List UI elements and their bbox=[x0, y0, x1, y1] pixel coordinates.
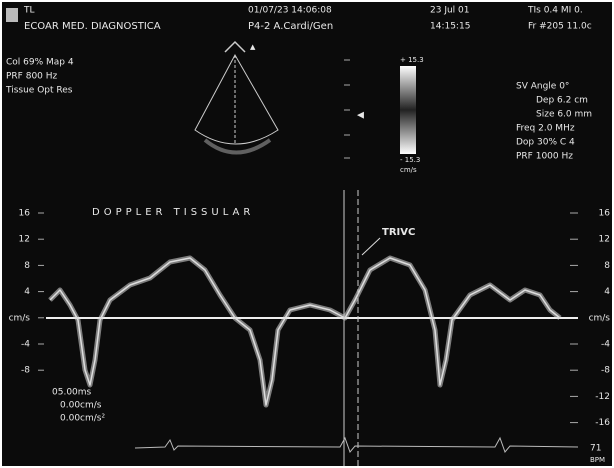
time: 14:15:15 bbox=[430, 22, 470, 32]
exam-id: 01/07/23 14:06:08 bbox=[248, 6, 332, 16]
frame: Fr #205 11.0c bbox=[528, 22, 592, 32]
param: Dep 6.2 cm bbox=[536, 96, 588, 106]
scale-label: -4 bbox=[21, 340, 30, 350]
measurement: 0.00cm/s² bbox=[60, 414, 105, 424]
probe: P4-2 A.Cardi/Gen bbox=[248, 21, 333, 32]
param: PRF 1000 Hz bbox=[516, 152, 573, 162]
param: Col 69% Map 4 bbox=[6, 58, 74, 68]
param: Freq 2.0 MHz bbox=[516, 124, 575, 134]
date: 23 Jul 01 bbox=[430, 6, 470, 16]
scale-top: + 15.3 bbox=[400, 56, 424, 64]
scale-label: -8 bbox=[21, 366, 30, 376]
scale-label: 4 bbox=[24, 287, 30, 297]
scale-label: -8 bbox=[601, 366, 610, 376]
scale-label: -12 bbox=[595, 392, 610, 402]
screen-bg bbox=[2, 2, 612, 466]
scale-label: 8 bbox=[24, 261, 30, 271]
color-bar bbox=[400, 66, 416, 154]
scale-label: 16 bbox=[599, 209, 611, 219]
param: PRF 800 Hz bbox=[6, 72, 58, 82]
scale-label: 16 bbox=[19, 209, 31, 219]
logo: TL bbox=[23, 6, 35, 16]
param: Dop 30% C 4 bbox=[516, 138, 575, 148]
scale-label: -16 bbox=[595, 418, 610, 428]
scale-label: cm/s bbox=[589, 313, 611, 323]
scale-label: 12 bbox=[19, 235, 30, 245]
heart-rate-unit: BPM bbox=[590, 456, 605, 464]
ultrasound-screen: TL ECOAR MED. DIAGNOSTICA 01/07/23 14:06… bbox=[0, 0, 614, 468]
scale-label: 8 bbox=[604, 261, 610, 271]
param: Size 6.0 mm bbox=[536, 110, 592, 120]
measurement: 0.00cm/s bbox=[60, 401, 102, 411]
scale-label: 12 bbox=[599, 235, 610, 245]
scale-label: cm/s bbox=[9, 313, 31, 323]
marker: ▲ bbox=[250, 43, 256, 51]
gate-marker: ◀ bbox=[357, 111, 364, 121]
page: TL ECOAR MED. DIAGNOSTICA 01/07/23 14:06… bbox=[0, 0, 614, 468]
clinic: ECOAR MED. DIAGNOSTICA bbox=[24, 21, 161, 32]
trace-title: DOPPLER TISSULAR bbox=[92, 207, 254, 218]
scale-label: 4 bbox=[604, 287, 610, 297]
scale-unit: cm/s bbox=[400, 166, 417, 174]
scale-bottom: - 15.3 bbox=[400, 156, 420, 164]
measurement: 05.00ms bbox=[52, 388, 92, 398]
param: SV Angle 0° bbox=[516, 82, 569, 92]
heart-rate: 71 bbox=[590, 444, 601, 454]
logo-icon bbox=[6, 8, 18, 22]
index: TIs 0.4 MI 0. bbox=[527, 6, 583, 16]
scale-label: -4 bbox=[601, 340, 610, 350]
annotation: TRIVC bbox=[382, 227, 415, 238]
param: Tissue Opt Res bbox=[5, 86, 73, 96]
